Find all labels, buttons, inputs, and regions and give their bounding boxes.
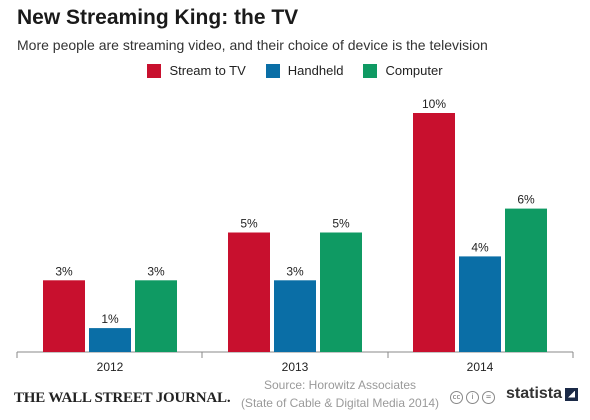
bar-computer-2012 [135,280,177,352]
creative-commons-icons: cc i = [450,391,495,404]
legend-item-computer: Computer [363,63,443,78]
legend-label-stream-to-tv: Stream to TV [169,63,246,78]
cc-by-icon: i [466,391,479,404]
bar-computer-2014 [505,208,547,352]
source-line-2: (State of Cable & Digital Media 2014) [240,396,440,410]
x-tick-label: 2013 [282,360,309,374]
data-label: 1% [101,312,119,326]
statista-wordmark: statista [506,385,563,402]
bar-handheld-2014 [459,256,501,352]
x-tick-label: 2014 [467,360,494,374]
data-label: 5% [332,217,350,231]
statista-logo: statista [506,385,579,403]
x-tick-label: 2012 [97,360,124,374]
legend-label-handheld: Handheld [287,63,344,78]
data-label: 4% [471,240,489,254]
legend-item-handheld: Handheld [265,63,344,78]
chart-subtitle: More people are streaming video, and the… [17,37,488,53]
bar-stream-to-tv-2012 [43,280,85,352]
data-label: 6% [517,193,535,207]
source-line-1: Source: Horowitz Associates [263,378,417,392]
chart-title: New Streaming King: the TV [17,6,299,29]
data-label: 3% [147,264,165,278]
bar-stream-to-tv-2013 [228,232,270,352]
data-label: 3% [286,264,304,278]
cc-icon: cc [450,391,463,404]
legend-swatch-handheld [265,63,280,78]
bar-stream-to-tv-2014 [413,113,455,352]
data-label: 5% [240,217,258,231]
legend-item-stream-to-tv: Stream to TV [147,63,246,78]
source-note: Source: Horowitz Associates (State of Ca… [230,376,450,412]
legend-label-computer: Computer [385,63,443,78]
legend-swatch-computer [363,63,378,78]
legend-swatch-stream-to-tv [147,63,162,78]
cc-nd-icon: = [482,391,495,404]
data-label: 10% [422,97,446,111]
bar-handheld-2012 [89,328,131,352]
bar-handheld-2013 [274,280,316,352]
statista-arrow-icon [565,387,579,401]
bar-computer-2013 [320,232,362,352]
wsj-logo: THE WALL STREET JOURNAL. [14,390,231,406]
legend: Stream to TV Handheld Computer [0,63,590,78]
data-label: 3% [55,264,73,278]
